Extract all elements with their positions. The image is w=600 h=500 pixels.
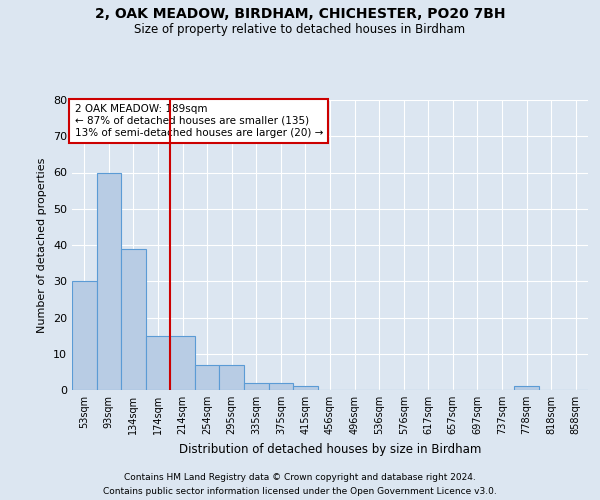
Y-axis label: Number of detached properties: Number of detached properties [37,158,47,332]
Text: 2, OAK MEADOW, BIRDHAM, CHICHESTER, PO20 7BH: 2, OAK MEADOW, BIRDHAM, CHICHESTER, PO20… [95,8,505,22]
Bar [97,172,121,390]
Bar [269,383,293,390]
Bar [121,248,146,390]
Bar [220,364,244,390]
Text: Size of property relative to detached houses in Birdham: Size of property relative to detached ho… [134,22,466,36]
Bar [293,386,318,390]
Text: 2 OAK MEADOW: 189sqm
← 87% of detached houses are smaller (135)
13% of semi-deta: 2 OAK MEADOW: 189sqm ← 87% of detached h… [74,104,323,138]
Text: Distribution of detached houses by size in Birdham: Distribution of detached houses by size … [179,442,481,456]
Bar [195,364,220,390]
Bar [514,386,539,390]
Bar [170,336,195,390]
Text: Contains public sector information licensed under the Open Government Licence v3: Contains public sector information licen… [103,488,497,496]
Text: Contains HM Land Registry data © Crown copyright and database right 2024.: Contains HM Land Registry data © Crown c… [124,472,476,482]
Bar [72,281,97,390]
Bar [146,336,170,390]
Bar [244,383,269,390]
